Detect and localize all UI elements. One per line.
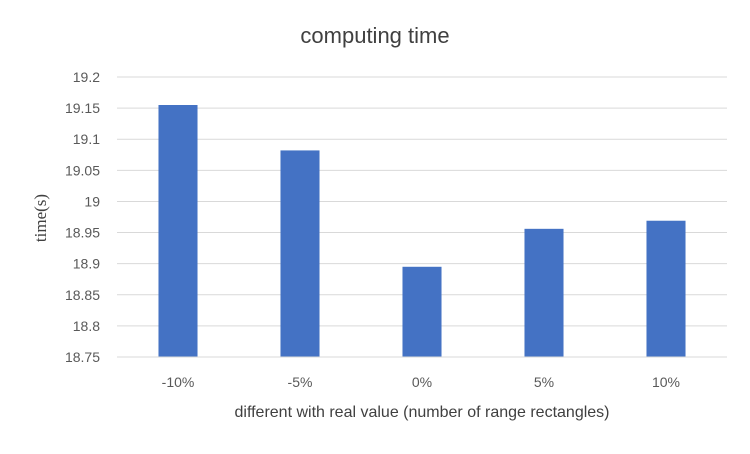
x-tick-label: 5% xyxy=(534,374,554,390)
bar xyxy=(646,220,686,357)
x-axis-ticks: -10% -5% 0% 5% 10% xyxy=(162,374,680,390)
y-tick-label: 18.9 xyxy=(73,256,100,272)
y-tick-label: 19.15 xyxy=(65,100,100,116)
y-tick-label: 19.1 xyxy=(73,131,100,147)
x-tick-label: -10% xyxy=(162,374,195,390)
y-tick-label: 18.85 xyxy=(65,287,100,303)
bar xyxy=(524,228,564,357)
y-tick-label: 19.05 xyxy=(65,162,100,178)
x-tick-label: 10% xyxy=(652,374,680,390)
bar xyxy=(158,105,198,357)
y-tick-label: 19 xyxy=(84,193,100,209)
y-tick-label: 18.95 xyxy=(65,225,100,241)
chart-title: computing time xyxy=(300,23,449,48)
y-tick-label: 19.2 xyxy=(73,69,100,85)
x-tick-label: -5% xyxy=(288,374,313,390)
y-axis-ticks: 18.75 18.8 18.85 18.9 18.95 19 19.05 19.1 19.15 1… xyxy=(65,69,100,365)
y-tick-label: 18.75 xyxy=(65,349,100,365)
bar xyxy=(402,266,442,357)
bars xyxy=(158,105,686,357)
y-axis-title: time(s) xyxy=(31,194,50,242)
x-tick-label: 0% xyxy=(412,374,432,390)
y-tick-label: 18.8 xyxy=(73,318,100,334)
bar xyxy=(280,150,320,357)
x-axis-title: different with real value (number of ran… xyxy=(234,404,609,421)
gridlines xyxy=(117,76,727,327)
